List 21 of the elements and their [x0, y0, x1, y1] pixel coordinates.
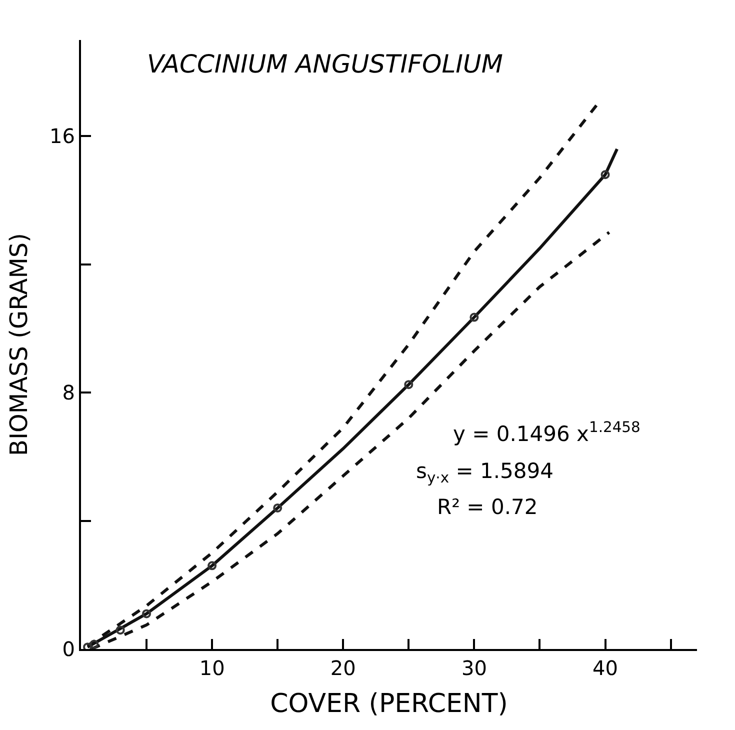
x-tick-label: 10	[199, 656, 225, 680]
annotation: s$_{y·x}$ = 1.5894	[416, 459, 554, 486]
point	[208, 561, 217, 570]
point	[404, 380, 414, 390]
y-tick-label: 8	[62, 380, 75, 405]
point	[90, 640, 99, 649]
point	[273, 503, 282, 512]
y-tick-label: 16	[50, 124, 75, 148]
x-axis-title: COVER (PERCENT)	[270, 689, 508, 720]
chart-title: VACCINIUM ANGUSTIFOLIUM	[147, 49, 503, 78]
annotation: R² = 0.72	[437, 495, 538, 519]
annotation: y = 0.1496 x$^{1.2458}$	[453, 419, 640, 446]
point	[142, 609, 152, 618]
y-tick-label: 0	[62, 637, 75, 661]
point	[116, 626, 125, 635]
y-axis-title: BIOMASS (GRAMS)	[5, 232, 34, 456]
point	[600, 170, 610, 180]
x-tick-label: 20	[330, 656, 356, 680]
point	[470, 312, 479, 322]
x-tick-label: 40	[592, 656, 618, 680]
x-tick-label: 30	[461, 656, 487, 680]
